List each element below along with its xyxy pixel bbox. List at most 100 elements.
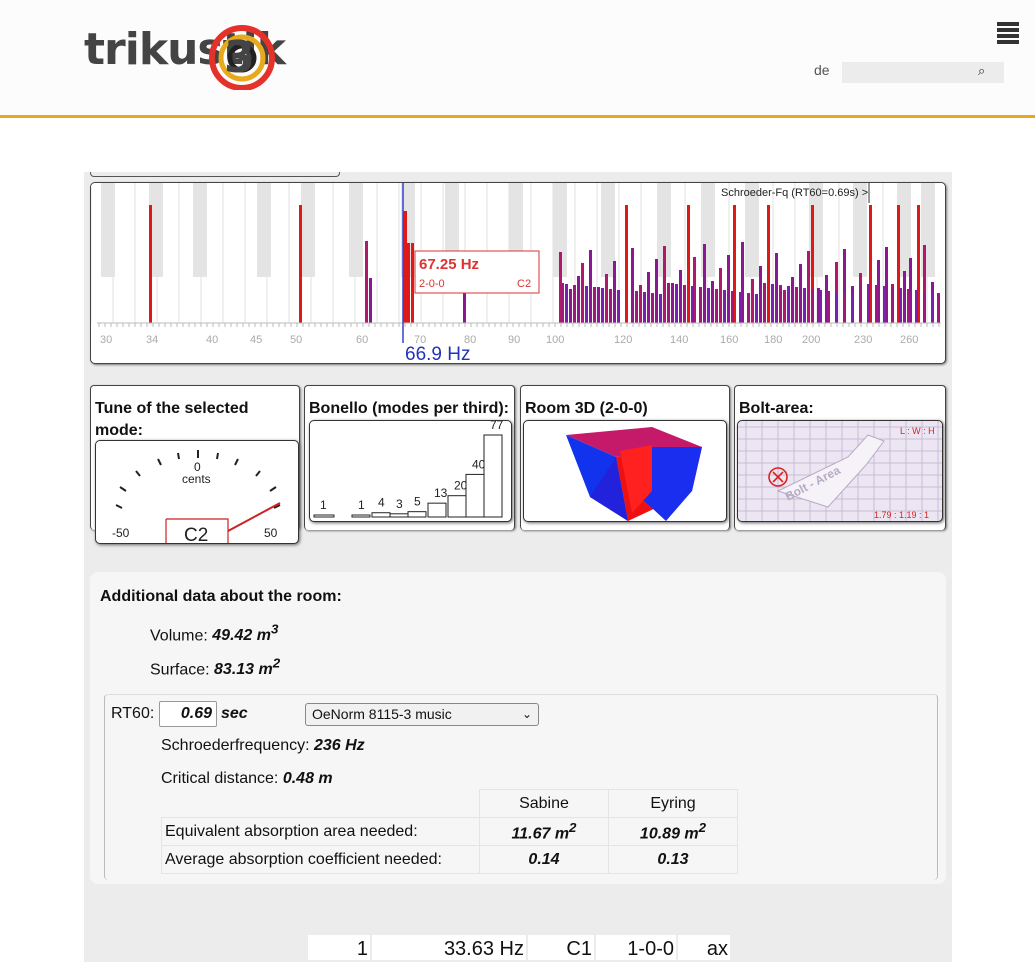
mode-bar (931, 292, 934, 323)
bonello-count-label: 77 (490, 421, 504, 432)
mode-bar (883, 286, 886, 323)
mode-bar (739, 292, 742, 323)
mode-bar (885, 247, 888, 323)
mode-bar (817, 288, 820, 323)
spectrum-tick-label: 30 (100, 334, 112, 346)
schroeder-row: Schroederfrequency: 236 Hz (161, 737, 365, 755)
selected-mode-bar (403, 211, 407, 323)
mode-bar (751, 279, 754, 323)
logo-mark-icon: 3 (209, 25, 275, 90)
mode-bar (655, 259, 658, 323)
mode-bar (875, 285, 878, 323)
mode-bar (803, 288, 806, 323)
mode-bar (799, 264, 802, 323)
mode-bar (639, 285, 642, 323)
bonello-bar (465, 473, 485, 518)
schroeder-label: Schroederfrequency: (161, 737, 314, 754)
room3d-title: Room 3D (2-0-0) (525, 400, 648, 417)
mode-bar (783, 290, 786, 323)
search-input[interactable] (842, 62, 1004, 83)
bonello-count-label: 1 (358, 498, 365, 512)
absorption-table: Sabine Eyring Equivalent absorption area… (161, 789, 738, 874)
search-icon[interactable]: ⌕ (978, 63, 986, 78)
mode-bar (915, 290, 918, 323)
mode-bar (937, 293, 940, 323)
mode-bar (819, 290, 822, 323)
collapsed-tab[interactable] (90, 172, 340, 177)
language-switch-de[interactable]: de (814, 62, 830, 78)
mode-bar (635, 291, 638, 323)
bonello-count-label: 1 (320, 498, 327, 512)
mode-bar (593, 287, 596, 323)
mode-bar (787, 286, 790, 323)
surface-value: 83.13 m (214, 661, 273, 679)
spectrum-tick-label: 200 (802, 334, 820, 346)
tooltip-note: C2 (517, 278, 531, 290)
mode-bar (609, 289, 612, 323)
spectrum-tick-label: 140 (670, 334, 688, 346)
mode-bar (589, 250, 592, 323)
mode-bar (585, 286, 588, 323)
mode-bar (597, 287, 600, 323)
bonello-count-label: 20 (454, 479, 468, 493)
mode-bar (581, 263, 584, 323)
col-eyring: Eyring (608, 789, 738, 818)
mode-bar (747, 293, 750, 323)
gauge-cents-label: cents (182, 472, 211, 486)
bonello-count-label: 13 (434, 486, 448, 500)
chevron-down-icon: ⌄ (521, 707, 532, 721)
trikustik-logo[interactable]: trikustik 3 (84, 20, 286, 90)
cell-eyring: 0.13 (608, 845, 738, 874)
mode-bar (605, 274, 608, 323)
surface-unit-exp: 2 (272, 656, 281, 671)
bonello-count-label: 5 (414, 495, 421, 509)
mode-bar (463, 265, 466, 323)
hamburger-menu-icon[interactable] (997, 22, 1019, 46)
bonello-count-label: 4 (378, 496, 385, 510)
bolt-ratio-label: 1.79 : 1.19 : 1 (874, 510, 929, 520)
spectrum-tick-label: 260 (900, 334, 918, 346)
mode-bar (671, 283, 674, 323)
rt60-input[interactable]: 0.69 (159, 701, 217, 727)
room-3d-view[interactable] (523, 420, 727, 522)
volume-unit-exp: 3 (270, 622, 279, 637)
norm-select[interactable]: OeNorm 8115-3 music ⌄ (305, 703, 539, 726)
bonello-bar (447, 495, 467, 518)
bolt-title: Bolt-area: (739, 400, 814, 417)
mode-bar (617, 290, 620, 323)
mode-bar (903, 271, 906, 323)
tooltip-frequency: 67.25 Hz (419, 256, 479, 273)
critical-value: 0.48 m (282, 770, 333, 787)
mode-spectrum-chart[interactable]: 30 34 40 45 50 60 70 80 90 100 120 140 160 180 200 230 2… (90, 182, 946, 364)
spectrum-tick-label: 180 (764, 334, 782, 346)
mode-bar (711, 281, 714, 323)
mode-bar (891, 287, 894, 323)
mode-bar (899, 288, 902, 323)
cell-eyring: 10.89 m2 (608, 817, 738, 846)
table-row: Equivalent absorption area needed: 11.67… (161, 817, 738, 846)
mode-bar (811, 205, 814, 323)
bonello-bar (427, 502, 447, 518)
mode-bar (369, 278, 372, 323)
mode-bar (625, 205, 628, 323)
mode-bar (411, 243, 414, 323)
mode-note: C1 (528, 935, 594, 960)
schroeder-value: 236 Hz (313, 737, 365, 754)
mode-bar (867, 284, 870, 323)
spectrum-tick-label: 120 (614, 334, 632, 346)
mode-bar (851, 294, 854, 323)
bolt-area-panel: Bolt-area: Bolt - Area L : W : H 1.79 : … (734, 385, 946, 530)
mode-bar (561, 283, 564, 323)
mode-bar (559, 252, 562, 323)
mode-bar (763, 283, 766, 323)
row-label: Average absorption coefficient needed: (161, 845, 480, 874)
mode-bar (897, 205, 900, 323)
additional-data-section: Additional data about the room: Volume: … (90, 572, 946, 884)
spectrum-tick-label: 45 (250, 334, 262, 346)
table-header-row: Sabine Eyring (162, 789, 738, 818)
critical-distance-row: Critical distance: 0.48 m (161, 770, 333, 788)
schroeder-label: Schroeder-Fq (RT60=0.69s) > (721, 187, 868, 199)
room-ratio-marker-icon (768, 467, 788, 487)
mode-bar (667, 283, 670, 323)
